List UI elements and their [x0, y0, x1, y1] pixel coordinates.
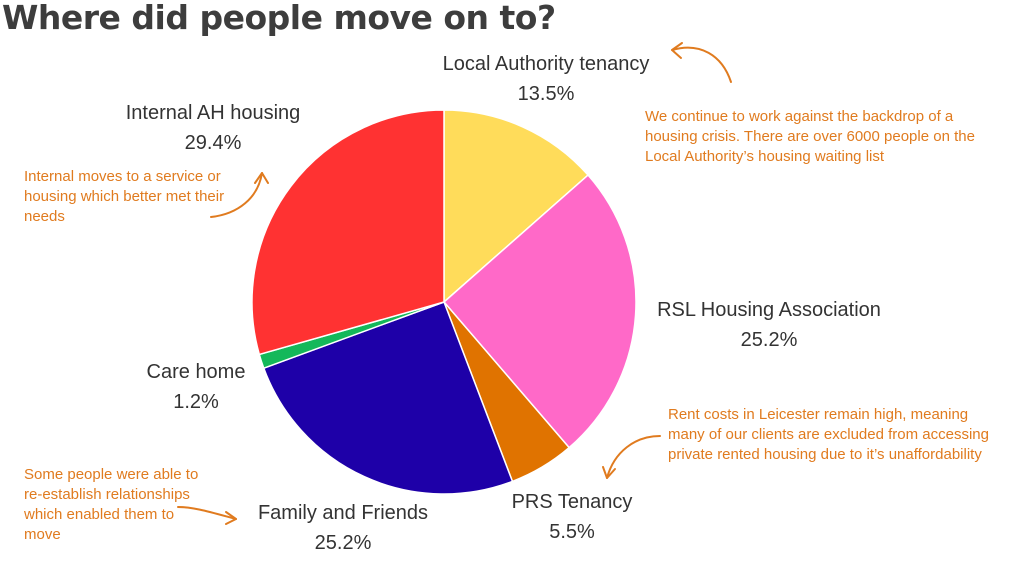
slice-percent: 29.4%: [184, 132, 242, 154]
slice-label-care-home: Care home 1.2%: [136, 357, 256, 417]
slice-name: Family and Friends: [257, 502, 429, 524]
slice-label-family: Family and Friends 25.2%: [246, 498, 440, 558]
slice-percent: 5.5%: [549, 521, 595, 543]
slice-percent: 1.2%: [173, 391, 219, 413]
arrow-internal: [210, 172, 269, 218]
arrow-rent: [602, 435, 661, 479]
slice-label-prs: PRS Tenancy 5.5%: [500, 487, 644, 547]
annotation-local-authority: We continue to work against the backdrop…: [645, 108, 975, 165]
slice-label-rsl: RSL Housing Association 25.2%: [645, 295, 893, 355]
slice-name: Local Authority tenancy: [442, 53, 650, 75]
slice-percent: 25.2%: [314, 532, 372, 554]
pie-slice-family-and-friends: [262, 301, 514, 495]
arrow-local-authority: [671, 42, 732, 83]
pie-slice-internal-ah-housing: [251, 109, 445, 356]
pie-slice-rsl-housing-association: [442, 173, 637, 449]
chart-title: Where did people move on to?: [2, 0, 556, 37]
annotation-rent: Rent costs in Leicester remain high, mea…: [668, 406, 989, 463]
slice-name: RSL Housing Association: [657, 299, 881, 321]
slice-percent: 25.2%: [740, 329, 798, 351]
slice-label-local-authority: Local Authority tenancy 13.5%: [428, 49, 664, 109]
annotation-family: Some people were able to re-establish re…: [24, 466, 199, 543]
slice-name: Care home: [146, 361, 246, 383]
pie-slice-local-authority-tenancy: [443, 109, 590, 304]
annotation-internal: Internal moves to a service or housing w…: [24, 168, 225, 225]
slice-label-internal: Internal AH housing 29.4%: [110, 98, 316, 158]
arrow-family: [177, 506, 237, 525]
slice-name: Internal AH housing: [125, 102, 301, 124]
slice-name: PRS Tenancy: [511, 491, 633, 513]
slice-percent: 13.5%: [517, 83, 575, 105]
